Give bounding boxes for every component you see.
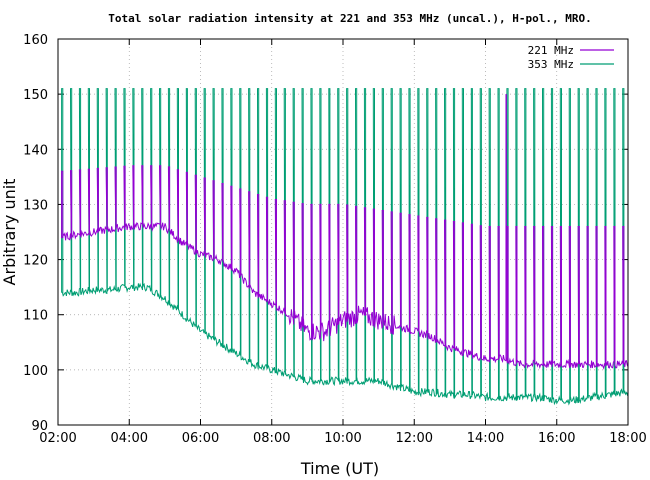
y-tick-label: 120 [23, 254, 48, 269]
chart-title: Total solar radiation intensity at 221 a… [108, 12, 591, 25]
x-tick-label: 16:00 [538, 431, 575, 446]
x-tick-label: 10:00 [324, 431, 361, 446]
legend: 221 MHz 353 MHz [528, 44, 614, 71]
x-tick-label: 14:00 [467, 431, 504, 446]
x-tick-label: 04:00 [111, 431, 148, 446]
y-tick-label: 90 [31, 419, 48, 434]
x-axis-label: Time (UT) [300, 459, 379, 478]
y-axis-label: Arbitrary unit [0, 179, 19, 286]
y-tick-label: 110 [23, 309, 48, 324]
y-tick-label: 150 [23, 88, 48, 103]
grid [58, 39, 628, 425]
legend-label-353: 353 MHz [528, 58, 574, 71]
y-tick-label: 130 [23, 198, 48, 213]
x-tick-label: 02:00 [39, 431, 76, 446]
series-layer [61, 88, 629, 406]
plot-frame [57, 38, 629, 426]
legend-label-221: 221 MHz [528, 44, 574, 57]
x-tick-label: 18:00 [609, 431, 646, 446]
x-tick-label: 06:00 [182, 431, 219, 446]
x-tick-label: 08:00 [253, 431, 290, 446]
series-221-mhz [61, 94, 629, 370]
series-line [61, 165, 629, 370]
y-tick-label: 100 [23, 364, 48, 379]
x-tick-label: 12:00 [396, 431, 433, 446]
y-tick-label: 160 [23, 33, 48, 48]
y-tick-label: 140 [23, 143, 48, 158]
x-axis: 02:00 04:00 06:00 08:00 10:00 12:00 14:00 16:00… [39, 39, 647, 446]
y-axis: 90 100 110 120 130 140 150 160 [23, 33, 628, 434]
